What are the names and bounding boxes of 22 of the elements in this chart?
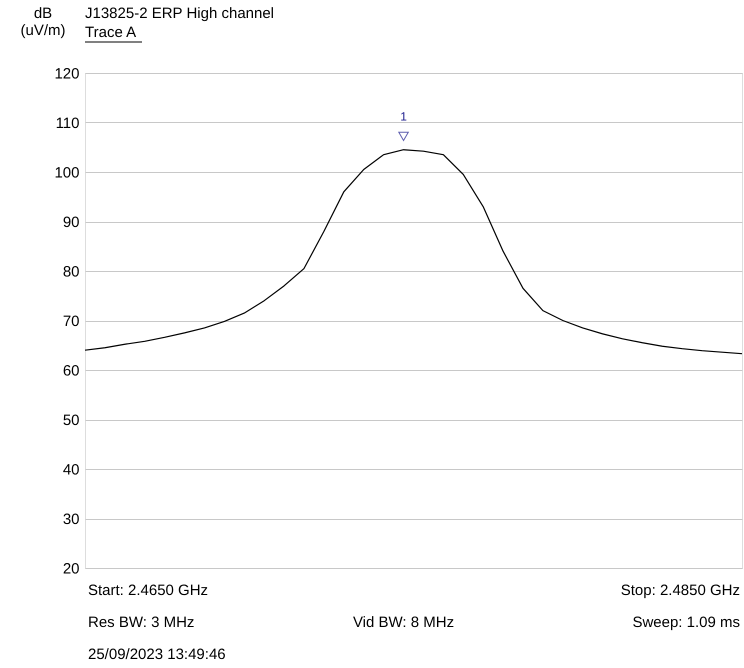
chart-subtitle: Trace A	[85, 24, 136, 41]
text: Res BW: 3 MHz	[88, 614, 194, 631]
y-tick-label: 60	[62, 362, 80, 380]
y-tick-label: 100	[54, 164, 80, 182]
y-tick-label: 90	[62, 214, 80, 231]
text: Sweep: 1.09 ms	[632, 614, 740, 631]
y-tick-label: 70	[62, 313, 80, 330]
text: Stop: 2.4850 GHz	[620, 582, 740, 599]
chart-title: J13825-2 ERP High channel	[85, 5, 274, 22]
y-tick-label: 30	[62, 511, 80, 528]
y-tick-label: 80	[62, 264, 80, 280]
text: Vid BW: 8 MHz	[352, 614, 454, 631]
y-tick-label: 50	[62, 412, 80, 429]
annotation: 1	[400, 109, 408, 124]
y-axis-title: dB (uV/m)	[20, 5, 66, 39]
y-tick-label: 120	[54, 66, 80, 82]
y-tick-label: 110	[56, 115, 80, 132]
line-series	[84, 149, 743, 354]
y-tick-label: 40	[62, 462, 80, 478]
text: Start: 2.4650 GHz	[88, 582, 208, 599]
text: 25/09/2023 13:49:46	[88, 646, 226, 663]
y-tick-label: 20	[62, 560, 80, 578]
